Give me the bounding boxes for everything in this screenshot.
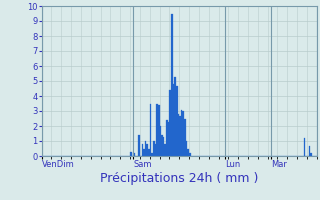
Bar	[153, 141, 155, 156]
Bar	[310, 153, 312, 156]
Bar	[161, 135, 163, 156]
Bar	[151, 153, 153, 156]
Bar	[176, 86, 178, 156]
Bar	[171, 14, 173, 156]
Bar	[160, 126, 161, 156]
Bar	[179, 116, 181, 156]
Bar	[173, 84, 174, 156]
Bar	[184, 118, 186, 156]
Bar	[130, 152, 132, 156]
Bar	[147, 144, 148, 156]
Bar	[141, 144, 143, 156]
Bar	[143, 148, 145, 156]
Bar	[189, 153, 191, 156]
X-axis label: Précipitations 24h ( mm ): Précipitations 24h ( mm )	[100, 172, 258, 185]
Bar	[156, 104, 158, 156]
Bar	[182, 111, 184, 156]
Bar	[164, 144, 166, 156]
Bar	[178, 114, 179, 156]
Bar	[158, 105, 160, 156]
Bar	[186, 141, 188, 156]
Bar	[181, 110, 182, 156]
Bar	[150, 104, 151, 156]
Bar	[133, 153, 135, 156]
Bar	[166, 120, 168, 156]
Bar	[174, 76, 176, 156]
Bar	[188, 148, 189, 156]
Bar	[155, 144, 156, 156]
Bar	[145, 141, 147, 156]
Bar	[169, 90, 171, 156]
Bar	[163, 136, 164, 156]
Bar	[308, 146, 310, 156]
Bar	[304, 138, 305, 156]
Bar	[168, 121, 169, 156]
Bar	[138, 135, 140, 156]
Bar	[148, 148, 150, 156]
